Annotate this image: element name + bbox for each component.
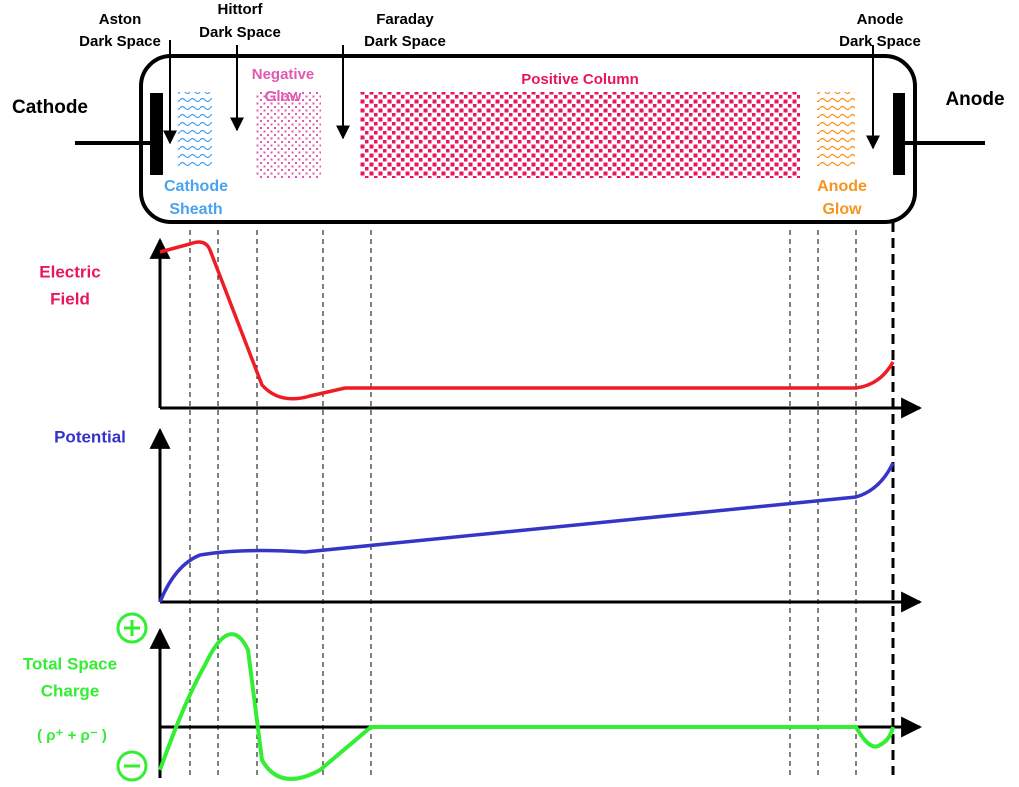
cathode-sheath-region <box>178 92 212 170</box>
label: Anode <box>817 178 867 195</box>
guides <box>189 222 895 775</box>
label: Total Space <box>23 654 117 673</box>
anode-plate <box>893 93 905 175</box>
label: Cathode <box>164 178 228 195</box>
negative-glow-region <box>255 92 321 178</box>
label: Dark Space <box>839 33 921 50</box>
label: Sheath <box>169 201 222 218</box>
label: Negative <box>252 66 315 83</box>
label: Dark Space <box>364 33 446 50</box>
label: Field <box>50 289 90 308</box>
anode-glow-region <box>817 92 855 170</box>
label: Cathode <box>12 97 88 118</box>
label: Glow <box>822 201 862 218</box>
plus-sign <box>116 612 148 644</box>
label: Dark Space <box>199 24 281 41</box>
electric-field-curve <box>159 240 895 401</box>
label: Charge <box>41 681 100 700</box>
positive-column-region <box>360 92 800 178</box>
label: Faraday <box>376 11 434 28</box>
label: Anode <box>945 89 1004 110</box>
label: Electric <box>39 262 100 281</box>
label: Glow <box>265 88 302 105</box>
cathode-plate <box>150 93 163 175</box>
label: Potential <box>54 427 126 446</box>
label: Hittorf <box>218 1 264 18</box>
tube <box>139 54 917 224</box>
label: Anode <box>857 11 904 28</box>
space-charge-curve <box>158 632 895 781</box>
label: Dark Space <box>79 33 161 50</box>
label: ( ρ⁺ + ρ⁻ ) <box>37 727 107 744</box>
minus-sign <box>116 750 148 782</box>
label: Positive Column <box>521 71 639 88</box>
potential-curve <box>158 462 895 603</box>
label: Aston <box>99 11 142 28</box>
